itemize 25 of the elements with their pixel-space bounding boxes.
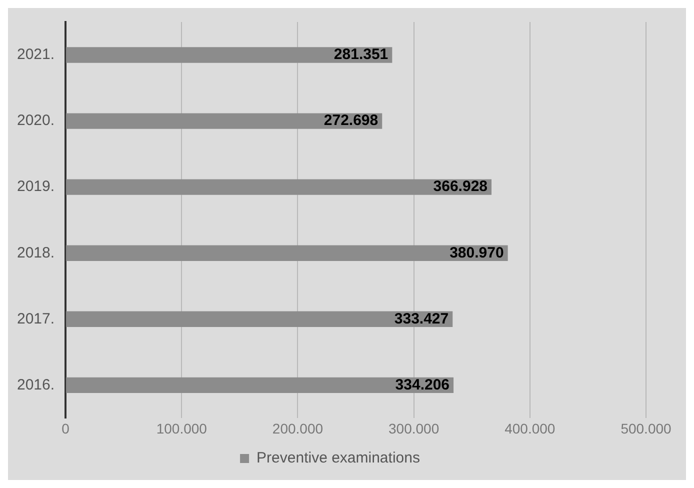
y-tick-label: 2020.	[16, 112, 55, 130]
text: 334.206	[395, 376, 450, 394]
legend-label: Preventive examinations	[256, 450, 420, 467]
bar	[66, 377, 454, 394]
bar	[66, 179, 492, 195]
bar	[66, 311, 453, 327]
x-tick-label: 400.000	[504, 420, 556, 436]
bar	[66, 245, 508, 261]
bar	[66, 47, 392, 63]
y-tick-label: 2019.	[16, 178, 55, 196]
y-tick-label: 2021.	[16, 46, 55, 64]
x-tick-label: 200.000	[272, 420, 324, 436]
x-tick-label: 0	[62, 420, 70, 436]
text: 333.427	[394, 310, 449, 328]
text: 366.928	[433, 178, 488, 196]
bar	[66, 113, 382, 129]
text: 272.698	[324, 112, 378, 130]
y-tick-label: 2018.	[16, 244, 55, 262]
x-tick-label: 100.000	[156, 420, 208, 436]
x-tick-label: 300.000	[388, 420, 440, 436]
y-tick-label: 2017.	[16, 310, 55, 328]
text: 380.970	[450, 244, 504, 262]
y-tick-label: 2016.	[16, 376, 55, 394]
x-tick-label: 500.000	[620, 420, 672, 436]
text: 281.351	[334, 46, 388, 64]
